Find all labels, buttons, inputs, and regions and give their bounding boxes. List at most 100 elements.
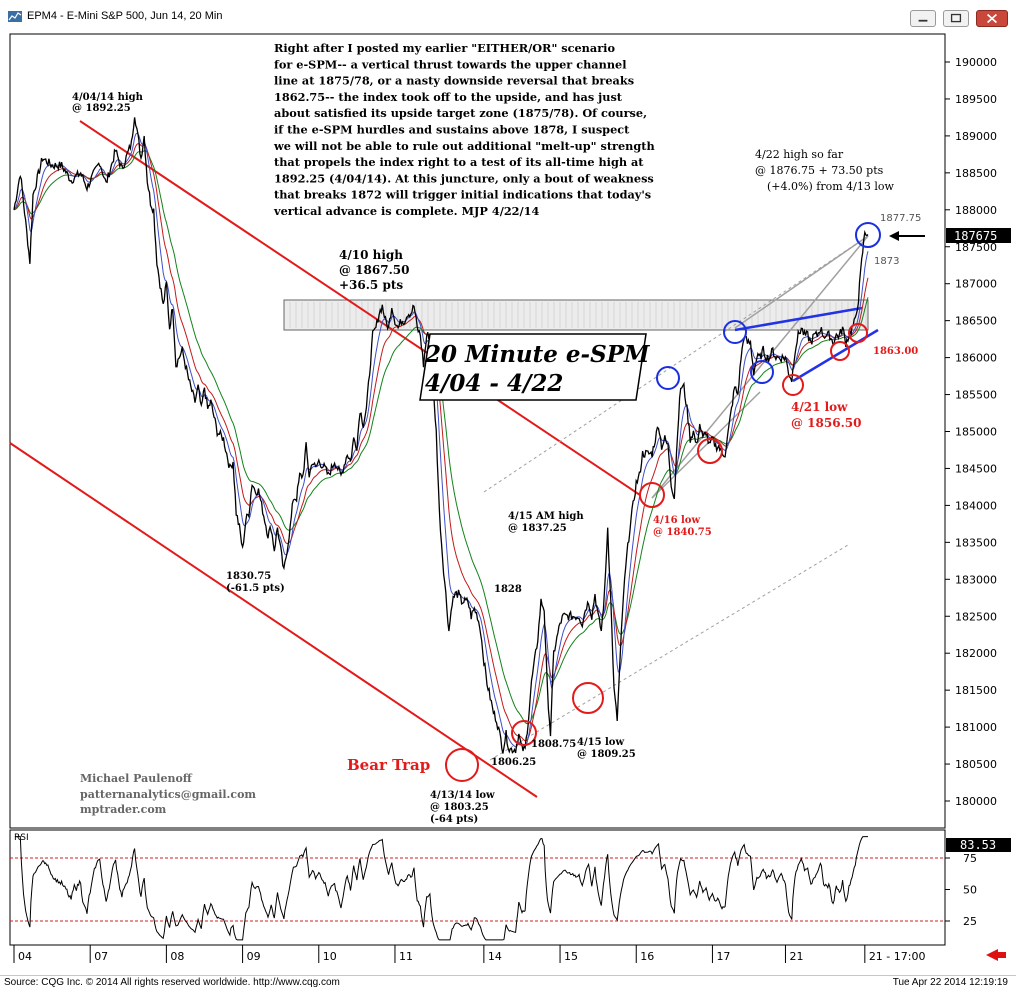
- blue-trend-line-upper: [734, 306, 863, 332]
- note-0413-low-line3: (-64 pts): [430, 814, 478, 825]
- status-bar: Source: CQG Inc. © 2014 All rights reser…: [0, 975, 1016, 992]
- rsi-panel-frame: [9, 829, 946, 946]
- price-y-tick-label: 180000: [955, 795, 997, 808]
- circle-1863: [848, 323, 868, 343]
- price-y-tick-label: 189000: [955, 130, 997, 143]
- note-0421-low-line2: @ 1856.50: [791, 416, 861, 430]
- price-y-tick-label: 182000: [955, 647, 997, 660]
- price-y-tick-label: 186000: [955, 352, 997, 365]
- marker-1873: 1873: [874, 256, 899, 267]
- time-axis-tick-label: 14: [488, 950, 502, 963]
- circle-blue-0421: [750, 360, 774, 384]
- rsi-last-badge: [946, 838, 1011, 852]
- note-0413-low-line2: @ 1803.25: [430, 802, 489, 813]
- price-y-tick-label: 187000: [955, 278, 997, 291]
- note-1830-line1: 1830.75: [226, 571, 271, 582]
- source-text: Source: CQG Inc. © 2014 All rights reser…: [4, 977, 340, 988]
- time-axis-tick-label: 11: [399, 950, 413, 963]
- note-1863: 1863.00: [873, 346, 918, 357]
- note-0416-low-line1: 4/16 low: [653, 515, 700, 526]
- author-email: patternanalytics@gmail.com: [80, 788, 256, 801]
- commentary-line: that propels the index right to a test o…: [274, 155, 644, 169]
- price-y-tick-label: 190000: [955, 56, 997, 69]
- price-y-tick-label: 186500: [955, 315, 997, 328]
- price-y-tick-label: 184000: [955, 499, 997, 512]
- rsi-y-axis: 25 50 75: [945, 852, 977, 928]
- price-panel-frame: [9, 33, 946, 829]
- ma18-line: [13, 143, 869, 742]
- rsi-series-line: [15, 836, 868, 941]
- maximize-icon: [950, 13, 962, 23]
- note-1828: 1828: [494, 584, 522, 595]
- window-titlebar: EPM4 - E-Mini S&P 500, Jun 14, 20 Min: [0, 0, 1016, 34]
- price-y-tick-label: 182500: [955, 610, 997, 623]
- circle-red-0417: [697, 438, 723, 464]
- commentary-line: 1892.25 (4/04/14). At this juncture, onl…: [274, 171, 654, 185]
- note-0415am-line2: @ 1837.25: [508, 523, 567, 534]
- time-axis-tick-label: 08: [170, 950, 184, 963]
- author-name: Michael Paulenoff: [80, 772, 193, 785]
- commentary-line: about satisfied its upside target zone (…: [274, 106, 647, 120]
- commentary-line: that breaks 1872 will trigger initial in…: [274, 188, 651, 202]
- time-axis-tick-label: 17: [716, 950, 730, 963]
- price-y-axis: 180000 180500 181000 181500 182000 182500 1830…: [945, 56, 997, 808]
- upper-red-channel-line: [79, 120, 641, 496]
- last-price-arrow-head-icon: [889, 231, 899, 241]
- commentary-line: 1862.75-- the index took off to the upsi…: [274, 90, 623, 104]
- close-icon: [986, 13, 998, 24]
- price-y-tick-label: 180500: [955, 758, 997, 771]
- price-y-tick-label: 189500: [955, 93, 997, 106]
- note-0416-low-line2: @ 1840.75: [653, 527, 712, 538]
- gray-channel-line-a: [651, 235, 869, 499]
- author-site: mptrader.com: [80, 803, 167, 816]
- scroll-left-arrow-tail[interactable]: [998, 952, 1006, 958]
- scroll-left-arrow-icon[interactable]: [986, 949, 998, 961]
- commentary-line: if the e-SPM hurdles and sustains above …: [274, 123, 630, 137]
- note-0410-high-line1: 4/10 high: [339, 248, 403, 262]
- chart-title-box: 20 Minute e-SPM 4/04 - 4/22: [419, 333, 651, 401]
- maximize-button[interactable]: [943, 10, 969, 27]
- note-0404-high-line2: @ 1892.25: [72, 103, 131, 114]
- note-1830-line2: (-61.5 pts): [226, 583, 285, 594]
- circle-0421-low: [782, 374, 804, 396]
- gray-channel-line-c: [651, 391, 761, 499]
- time-axis-tick-label: 10: [323, 950, 337, 963]
- note-0422-high-line1: 4/22 high so far: [755, 148, 844, 161]
- note-0421-low-line1: 4/21 low: [791, 400, 848, 414]
- rsi-y-tick-label: 75: [963, 852, 977, 865]
- circle-0422-high: [855, 222, 881, 248]
- circle-0416-low: [639, 482, 665, 508]
- note-0404-high-line1: 4/04/14 high: [72, 92, 144, 103]
- note-0422-high-line2: @ 1876.75 + 73.50 pts: [755, 164, 884, 177]
- last-price-badge: [946, 228, 1011, 243]
- chart-subtitle: 4/04 - 4/22: [425, 370, 563, 397]
- time-axis-tick-label: 21: [789, 950, 803, 963]
- marker-187775: 1877.75: [880, 213, 921, 224]
- gray-dotted-upper-line: [483, 235, 869, 493]
- price-series-line: [13, 117, 869, 754]
- note-0422-high-line3: (+4.0%) from 4/13 low: [767, 180, 894, 193]
- time-axis-tick-label: 09: [247, 950, 261, 963]
- minimize-button[interactable]: [910, 10, 936, 27]
- close-button[interactable]: [976, 10, 1008, 27]
- note-0415am-line1: 4/15 AM high: [508, 511, 584, 522]
- rsi-last-value: 83.53: [960, 838, 996, 852]
- circle-blue-0416: [656, 366, 680, 390]
- note-0415-low-line2: @ 1809.25: [577, 749, 636, 760]
- price-y-tick-label: 187500: [955, 241, 997, 254]
- price-y-tick-label: 188500: [955, 167, 997, 180]
- rsi-y-tick-label: 50: [963, 884, 977, 897]
- note-0413-low-line1: 4/13/14 low: [430, 790, 495, 801]
- rsi-y-tick-label: 25: [963, 915, 977, 928]
- time-axis: 04 07 08 09 10 11 14 15 16 17 21 21 - 17:00: [13, 945, 925, 963]
- note-180625: 1806.25: [491, 757, 536, 768]
- commentary-line: vertical advance is complete. MJP 4/22/1…: [273, 204, 540, 218]
- price-y-tick-label: 183000: [955, 573, 997, 586]
- price-y-tick-label: 181000: [955, 721, 997, 734]
- chart-title: 20 Minute e-SPM: [424, 341, 651, 368]
- chart-app-icon: [8, 11, 22, 22]
- window-title: EPM4 - E-Mini S&P 500, Jun 14, 20 Min: [27, 10, 223, 22]
- rsi-label: RSI: [14, 833, 29, 843]
- price-y-tick-label: 181500: [955, 684, 997, 697]
